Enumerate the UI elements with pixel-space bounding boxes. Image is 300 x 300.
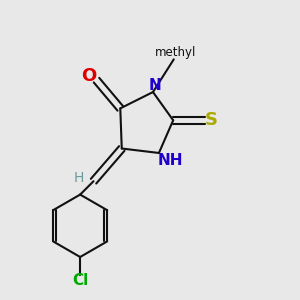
Text: N: N [149, 78, 162, 93]
Text: NH: NH [158, 153, 184, 168]
Text: methyl: methyl [154, 46, 196, 59]
Text: Cl: Cl [72, 273, 88, 288]
Text: O: O [81, 67, 97, 85]
Text: S: S [205, 111, 218, 129]
Text: H: H [74, 171, 84, 184]
